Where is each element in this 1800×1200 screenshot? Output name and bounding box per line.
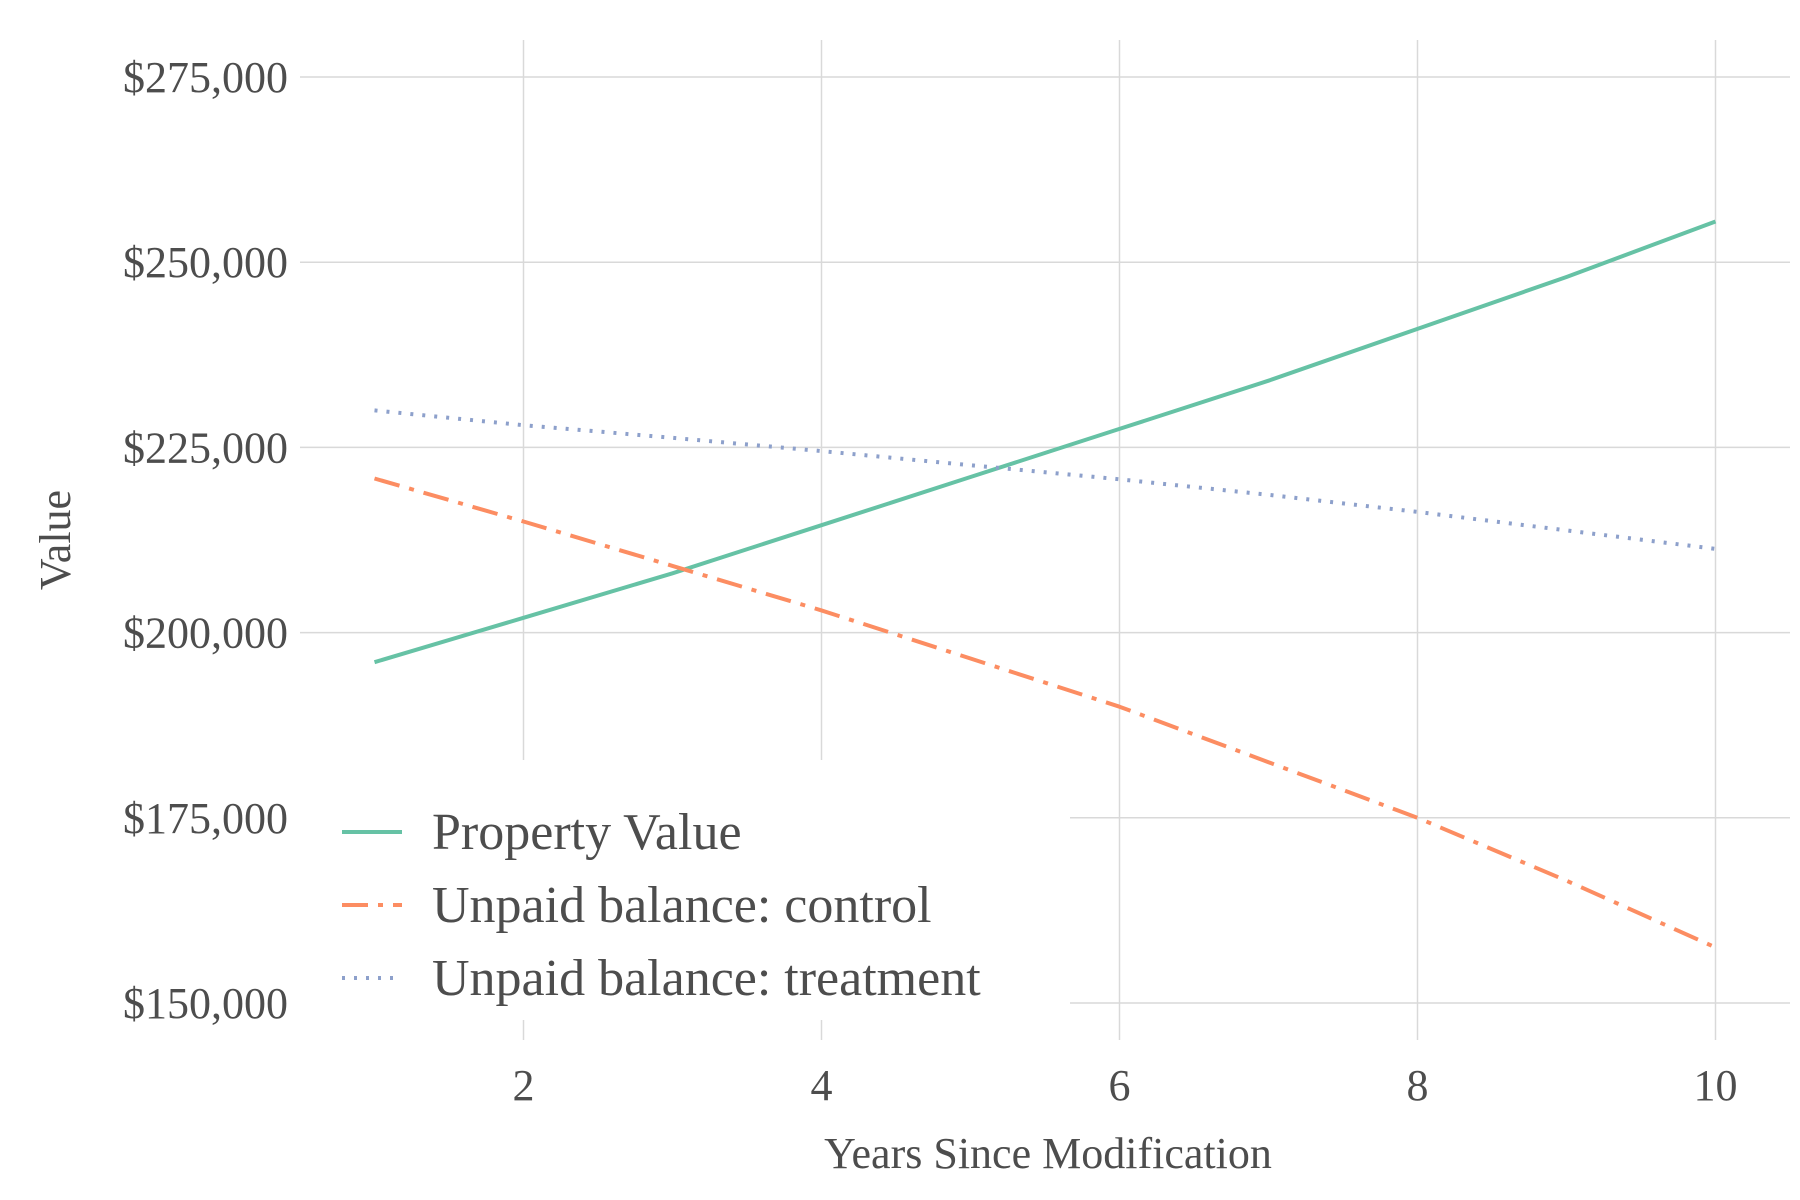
y-axis-title: Value xyxy=(31,490,80,590)
y-tick-label: $250,000 xyxy=(123,238,288,287)
legend-background xyxy=(300,760,1070,1020)
y-tick-label: $275,000 xyxy=(123,53,288,102)
x-tick-label: 2 xyxy=(513,1061,535,1110)
x-tick-label: 10 xyxy=(1694,1061,1738,1110)
series-line xyxy=(374,408,1716,551)
series xyxy=(373,219,1717,950)
x-tick-label: 6 xyxy=(1109,1061,1131,1110)
legend-label: Unpaid balance: control xyxy=(432,877,932,934)
series-line xyxy=(373,476,1717,950)
legend-label: Unpaid balance: treatment xyxy=(432,950,981,1007)
y-axis-ticks: $150,000 $175,000 $200,000 $225,000 $250,000… xyxy=(123,53,288,1028)
y-tick-label: $225,000 xyxy=(123,423,288,472)
x-axis-title: Years Since Modification xyxy=(824,1129,1272,1178)
series-line xyxy=(373,219,1717,665)
legend-label: Property Value xyxy=(432,804,742,861)
y-tick-label: $150,000 xyxy=(123,979,288,1028)
legend: Property Value Unpaid balance: control Unp… xyxy=(300,760,1070,1020)
y-tick-label: $200,000 xyxy=(123,609,288,658)
x-tick-label: 4 xyxy=(811,1061,833,1110)
y-tick-label: $175,000 xyxy=(123,794,288,843)
x-tick-label: 8 xyxy=(1407,1061,1429,1110)
x-axis-ticks: 2 4 6 8 10 xyxy=(513,1061,1738,1110)
